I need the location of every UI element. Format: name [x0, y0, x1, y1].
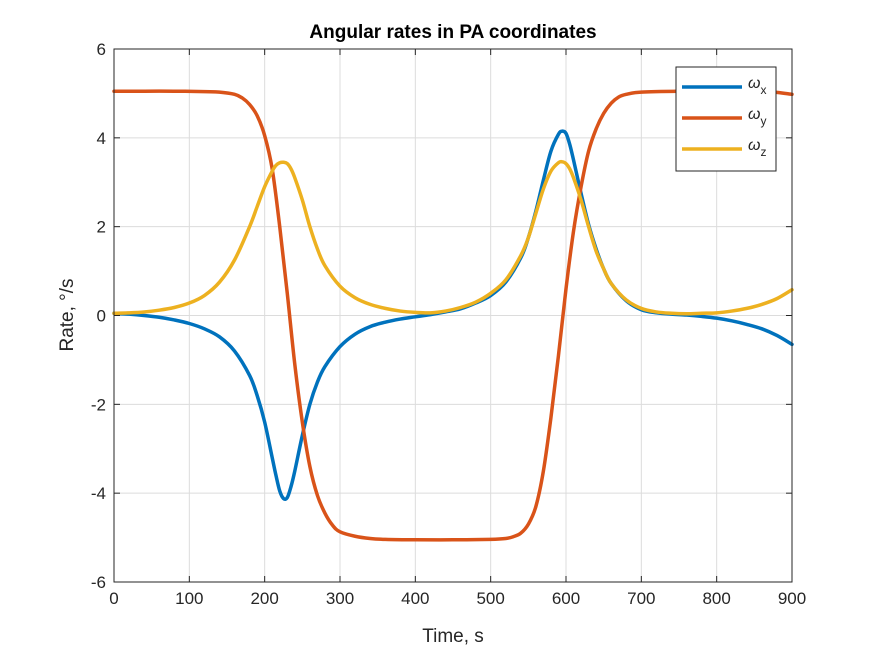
series-line-y: [112, 89, 794, 542]
y-tick-label: 6: [97, 40, 106, 59]
x-tick-label: 700: [627, 589, 655, 608]
y-tick-label: -6: [91, 573, 106, 592]
ticks: 0 100 200 300 400 500 600 700 800 900 6 4 2 0 -2 -4 -6: [91, 40, 806, 608]
legend-label-x: ωx: [748, 75, 766, 97]
x-tick-label: 900: [778, 589, 806, 608]
chart-title: Angular rates in PA coordinates: [309, 22, 596, 43]
x-tick-label: 200: [250, 589, 278, 608]
legend: ωx ωy ωz: [675, 66, 777, 172]
y-tick-label: 0: [97, 307, 106, 326]
series-layer: [112, 89, 794, 542]
x-tick-label: 100: [175, 589, 203, 608]
y-tick-label: 4: [97, 129, 106, 148]
y-tick-label: 2: [97, 218, 106, 237]
series-line-z: [112, 159, 794, 316]
y-tick-label: -4: [91, 484, 106, 503]
x-axis-label: Time, s: [422, 626, 484, 647]
y-axis-label: Rate, °/s: [57, 278, 78, 351]
x-tick-label: 600: [552, 589, 580, 608]
y-tick-label: -2: [91, 395, 106, 414]
x-tick-label: 400: [401, 589, 429, 608]
x-tick-label: 800: [702, 589, 730, 608]
legend-label-z: ωz: [748, 137, 766, 159]
x-tick-label: 500: [476, 589, 504, 608]
legend-label-y: ωy: [748, 106, 766, 128]
x-tick-label: 300: [326, 589, 354, 608]
x-tick-label: 0: [109, 589, 118, 608]
